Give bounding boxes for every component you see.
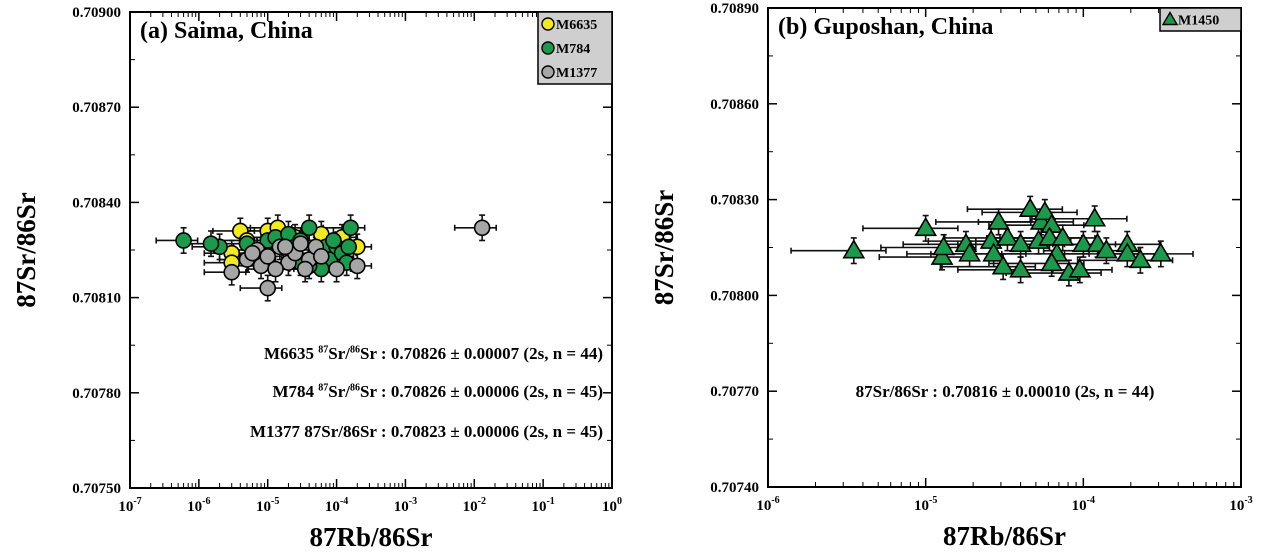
legend: M6635 M784 M1377 [537,11,613,85]
y-tick-label: 0.70870 [72,100,121,116]
data-point-m784 [325,232,342,249]
legend-marker-m1377 [541,65,555,79]
x-axis-label: 87Rb/86Sr [309,522,432,552]
y-axis-label: 87Sr/86Sr [11,192,41,308]
data-point-m1450 [982,242,1006,262]
legend-marker-m6635 [541,17,555,31]
error-bar [790,237,887,265]
legend-label: M1450 [1178,14,1219,29]
data-point-m1450 [958,242,982,262]
y-tick-label: 0.70780 [72,386,121,402]
data-point-m1450 [1009,258,1032,278]
panel-title: (b) Guposhan, China [778,14,993,40]
annotation: M784 87Sr/86Sr : 0.70826 ± 0.00006 (2s, … [272,382,603,401]
data-point-m1450 [1115,242,1139,262]
y-tick-label: 0.70800 [710,288,759,304]
x-tick-label: 100 [602,496,622,515]
data-point-m784 [202,235,220,252]
data-point-m1450 [842,239,866,259]
data-point-m1450 [1128,248,1152,269]
data-point-m1450 [1009,232,1032,253]
data-point-m1450 [1068,258,1092,278]
legend: M1450 [1159,7,1242,32]
data-point-m1450 [914,216,938,237]
x-tick-label: 10-5 [914,495,937,514]
y-tick-label: 0.70750 [72,481,121,497]
x-tick-label: 10-6 [187,496,210,515]
x-tick-label: 10-7 [118,496,141,515]
data-point-m1450 [1018,197,1042,217]
x-tick-label: 10-1 [531,496,554,515]
data-point-m1377 [276,238,294,256]
data-point-m1450 [1083,207,1107,227]
y-tick-label: 0.70900 [72,5,121,21]
annotation: M1377 87Sr/86Sr : 0.70823 ± 0.00006 (2s,… [250,422,603,441]
data-point-m1450 [1051,226,1075,246]
data-point-m1377 [244,244,261,262]
data-point-m1377 [259,248,277,265]
plot-frame [129,11,613,489]
legend-marker-m784 [541,41,555,55]
data-point-m1450 [1094,239,1118,259]
data-point-m1377 [312,248,330,265]
panel-title: (a) Saima, China [140,18,313,44]
legend-label: M784 [556,42,590,57]
data-point-m1450 [991,255,1015,275]
data-point-m1450 [996,226,1019,246]
data-point-m1450 [930,245,954,265]
y-axis-label: 87Sr/86Sr [649,190,679,306]
data-point-m1377 [473,219,491,237]
data-point-m1450 [987,210,1010,230]
annotation: 87Sr/86Sr : 0.70816 ± 0.00010 (2s, n = 4… [856,382,1155,401]
data-point-m1377 [292,235,309,252]
y-tick-label: 0.70770 [710,384,759,400]
data-point-m1377 [267,260,284,278]
data-point-m1450 [1071,232,1095,253]
data-point-m1377 [296,260,314,278]
data-point-m1377 [259,279,277,297]
data-point-m1377 [328,260,345,278]
data-point-m784 [175,232,192,249]
legend-marker-m1450 [1161,11,1179,26]
data-point-m1450 [1149,242,1173,262]
x-tick-label: 10-2 [463,496,486,515]
plot-frame [767,7,1242,488]
data-points [155,214,497,302]
data-point-m784 [340,238,357,256]
x-tick-label: 10-4 [1072,495,1095,514]
y-tick-label: 0.70810 [72,291,121,307]
y-tick-label: 0.70890 [710,1,759,17]
x-tick-label: 10-3 [394,496,417,515]
legend-label: M6635 [556,18,597,33]
y-tick-label: 0.70830 [710,193,759,209]
x-tick-label: 10-3 [1229,495,1252,514]
y-tick-label: 0.70840 [72,195,121,211]
data-points [790,195,1194,287]
data-point-m1377 [223,263,241,281]
annotation: M6635 87Sr/86Sr : 0.70826 ± 0.00007 (2s,… [264,344,603,363]
data-point-m1450 [1040,251,1064,272]
y-tick-label: 0.70860 [710,97,759,113]
data-point-m1450 [932,235,956,256]
x-tick-label: 10-6 [756,495,779,514]
legend-label: M1377 [556,66,597,81]
panel-b: 10-6 10-5 10-4 10-3 0.70740 0.70770 0.70800 0.7… [649,1,1253,551]
legend-box [1159,7,1242,32]
panel-a: 10-7 10-6 10-5 10-4 10-3 10-2 10-1 100 0.70750 0.… [11,5,622,552]
x-tick-label: 10-5 [256,496,279,515]
data-point-m784 [300,219,318,237]
x-axis-label: 87Rb/86Sr [943,521,1066,551]
data-point-m784 [342,219,359,237]
y-tick-label: 0.70740 [710,480,759,496]
data-point-m1450 [1033,200,1057,221]
data-point-m1377 [348,257,366,275]
x-tick-label: 10-4 [325,496,348,515]
